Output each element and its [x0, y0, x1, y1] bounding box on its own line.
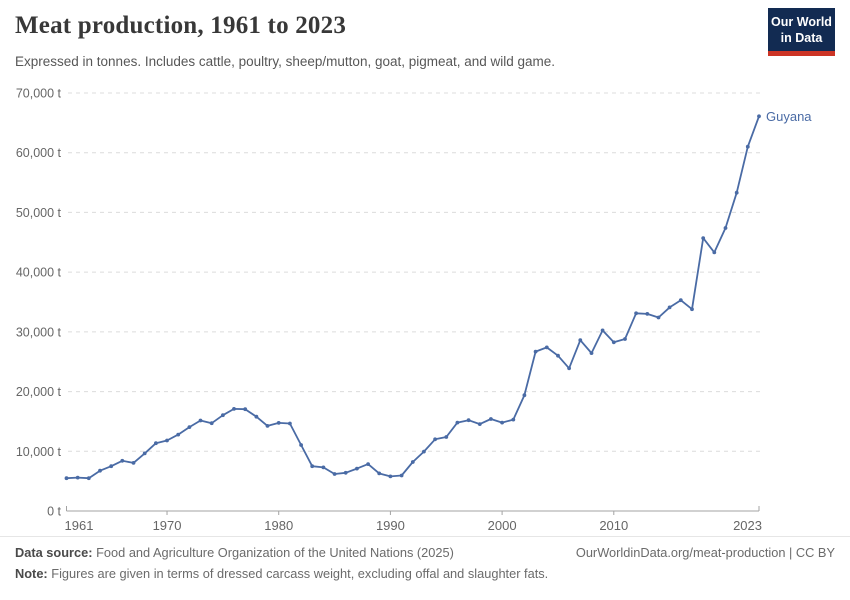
data-point-guyana-2008[interactable]	[589, 351, 594, 355]
data-point-guyana-2009[interactable]	[600, 328, 605, 333]
data-point-guyana-2012[interactable]	[634, 311, 638, 316]
data-point-guyana-2020[interactable]	[723, 226, 728, 230]
data-point-guyana-1990[interactable]	[388, 474, 393, 479]
y-axis-label-50000: 50,000 t	[16, 206, 62, 220]
owid-logo-text: Our World in Data	[768, 8, 835, 51]
chart-subtitle: Expressed in tonnes. Includes cattle, po…	[15, 54, 556, 69]
y-axis-label-70000: 70,000 t	[16, 87, 62, 101]
data-point-guyana-2021[interactable]	[734, 190, 739, 195]
owid-logo-red-stripe	[768, 51, 835, 56]
data-point-guyana-2017[interactable]	[690, 307, 694, 312]
data-point-guyana-1984[interactable]	[321, 465, 326, 470]
data-point-guyana-1982[interactable]	[299, 443, 303, 447]
data-point-guyana-2007[interactable]	[578, 338, 583, 343]
data-point-guyana-1966[interactable]	[120, 458, 125, 463]
data-point-guyana-1998[interactable]	[477, 422, 482, 426]
note-label: Note:	[15, 566, 48, 581]
owid-logo: Our World in Data	[768, 8, 835, 56]
y-axis-label-60000: 60,000 t	[16, 146, 62, 160]
entity-label-guyana: Guyana	[766, 109, 812, 124]
data-point-guyana-1971[interactable]	[176, 432, 181, 437]
data-point-guyana-2002[interactable]	[522, 393, 527, 398]
datasource-label: Data source:	[15, 545, 93, 560]
data-point-guyana-1969[interactable]	[154, 441, 158, 446]
data-point-guyana-2018[interactable]	[701, 236, 706, 241]
y-axis-label-10000: 10,000 t	[16, 445, 62, 459]
note-value: Figures are given in terms of dressed ca…	[51, 566, 549, 581]
data-point-guyana-2004[interactable]	[544, 345, 549, 350]
data-point-guyana-1997[interactable]	[466, 418, 471, 423]
x-axis-label-2023: 2023	[733, 518, 762, 533]
y-axis-label-0: 0 t	[47, 505, 61, 519]
data-point-guyana-1995[interactable]	[444, 435, 449, 439]
footer-line-note: Note: Figures are given in terms of dres…	[15, 566, 835, 581]
data-point-guyana-2016[interactable]	[678, 298, 683, 303]
data-point-guyana-1983[interactable]	[310, 464, 315, 469]
data-point-guyana-1985[interactable]	[332, 472, 337, 476]
data-point-guyana-1976[interactable]	[232, 407, 236, 411]
data-point-guyana-2019[interactable]	[712, 250, 717, 255]
data-point-guyana-1999[interactable]	[489, 417, 493, 421]
data-point-guyana-2011[interactable]	[623, 337, 627, 341]
data-point-guyana-1974[interactable]	[209, 421, 214, 426]
owid-logo-line1: Our World	[771, 15, 832, 29]
data-point-guyana-2023[interactable]	[757, 114, 761, 119]
x-axis-label-1961: 1961	[65, 518, 94, 533]
data-point-guyana-1975[interactable]	[221, 413, 225, 418]
data-point-guyana-2006[interactable]	[567, 366, 571, 371]
data-point-guyana-1962[interactable]	[75, 475, 80, 480]
x-axis-label-1990: 1990	[376, 518, 405, 533]
data-point-guyana-1967[interactable]	[131, 461, 136, 465]
data-point-guyana-1991[interactable]	[399, 473, 404, 478]
data-point-guyana-1993[interactable]	[422, 449, 426, 454]
datasource-value: Food and Agriculture Organization of the…	[96, 545, 454, 560]
data-point-guyana-1979[interactable]	[265, 424, 270, 428]
x-axis-label-2010: 2010	[599, 518, 628, 533]
data-point-guyana-1994[interactable]	[433, 437, 437, 442]
data-point-guyana-2005[interactable]	[556, 353, 560, 358]
data-point-guyana-1989[interactable]	[377, 471, 382, 476]
data-point-guyana-2001[interactable]	[511, 417, 516, 422]
owid-logo-line2: in Data	[780, 31, 823, 45]
data-point-guyana-1996[interactable]	[455, 420, 460, 425]
data-point-guyana-1964[interactable]	[98, 468, 102, 473]
page-title: Meat production, 1961 to 2023	[15, 12, 347, 39]
data-point-guyana-1977[interactable]	[243, 407, 248, 412]
y-axis-label-30000: 30,000 t	[16, 325, 62, 339]
license-link: OurWorldinData.org/meat-production | CC …	[575, 545, 835, 560]
data-point-guyana-1988[interactable]	[366, 462, 370, 466]
footer-line-datasource: Data source: Food and Agriculture Organi…	[15, 545, 835, 560]
data-point-guyana-2014[interactable]	[656, 315, 661, 320]
data-point-guyana-1973[interactable]	[198, 418, 203, 423]
series-line-guyana[interactable]	[65, 115, 760, 480]
data-point-guyana-2022[interactable]	[745, 144, 750, 149]
y-axis-label-40000: 40,000 t	[16, 266, 62, 280]
data-point-guyana-2015[interactable]	[667, 305, 672, 310]
datasource-text: Data source: Food and Agriculture Organi…	[15, 545, 454, 560]
data-point-guyana-1981[interactable]	[288, 421, 292, 426]
data-point-guyana-2010[interactable]	[611, 340, 616, 345]
data-point-guyana-1970[interactable]	[165, 438, 169, 443]
data-point-guyana-2003[interactable]	[533, 349, 538, 354]
data-point-guyana-1972[interactable]	[187, 425, 192, 429]
data-point-guyana-2000[interactable]	[500, 420, 504, 425]
footer-divider	[0, 536, 850, 537]
data-point-guyana-1986[interactable]	[343, 470, 348, 475]
data-point-guyana-1968[interactable]	[142, 451, 147, 456]
data-point-guyana-1992[interactable]	[410, 460, 415, 464]
x-axis-label-1980: 1980	[264, 518, 293, 533]
x-axis-label-2000: 2000	[488, 518, 517, 533]
data-point-guyana-1965[interactable]	[109, 464, 114, 469]
data-point-guyana-2013[interactable]	[645, 312, 650, 316]
y-axis-label-20000: 20,000 t	[16, 385, 62, 399]
data-point-guyana-1978[interactable]	[254, 414, 259, 419]
data-point-guyana-1987[interactable]	[355, 466, 359, 471]
data-point-guyana-1980[interactable]	[276, 421, 281, 425]
data-point-guyana-1963[interactable]	[86, 476, 91, 481]
x-axis-label-1970: 1970	[153, 518, 182, 533]
data-point-guyana-1961[interactable]	[64, 476, 69, 481]
